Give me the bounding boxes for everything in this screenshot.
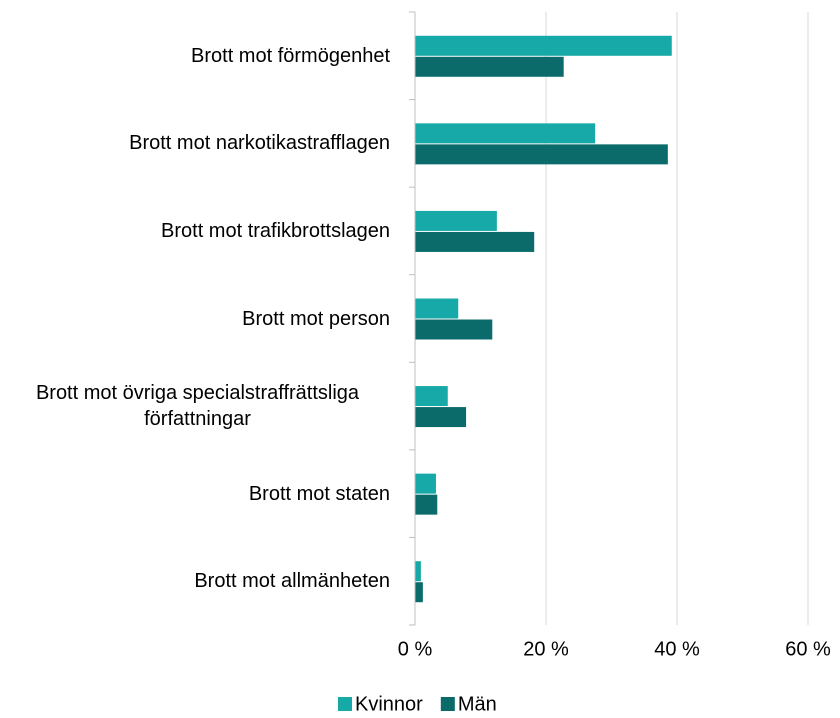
bar	[415, 494, 438, 515]
legend-label: Kvinnor	[355, 693, 423, 715]
legend-swatch	[338, 697, 352, 711]
bar	[415, 35, 672, 56]
bar	[415, 56, 564, 77]
bar	[415, 298, 459, 319]
bar	[415, 231, 535, 252]
bar	[415, 473, 436, 494]
y-tick-label: Brott mot person	[242, 307, 390, 330]
x-tick-label: 60 %	[785, 638, 831, 660]
y-tick-label: Brott mot övriga specialstraffrättsliga …	[35, 382, 360, 431]
y-tick-label: Brott mot narkotikastrafflagen	[129, 132, 390, 155]
bar	[415, 386, 448, 407]
y-tick-label: Brott mot förmögenhet	[191, 44, 390, 67]
bar	[415, 210, 497, 231]
bar	[415, 582, 423, 603]
legend-label: Män	[458, 693, 497, 715]
bar	[415, 407, 467, 428]
y-tick-label: Brott mot staten	[248, 482, 390, 505]
x-tick-label: 40 %	[654, 638, 700, 660]
x-tick-label: 20 %	[523, 638, 569, 660]
x-tick-label: 0 %	[398, 638, 433, 660]
bar	[415, 144, 668, 165]
y-tick-label: Brott mot trafikbrottslagen	[161, 219, 390, 242]
legend-swatch	[440, 697, 455, 711]
bar	[415, 319, 493, 340]
bar	[415, 561, 421, 582]
y-tick-label: Brott mot allmänheten	[194, 570, 390, 593]
bar	[415, 123, 596, 144]
